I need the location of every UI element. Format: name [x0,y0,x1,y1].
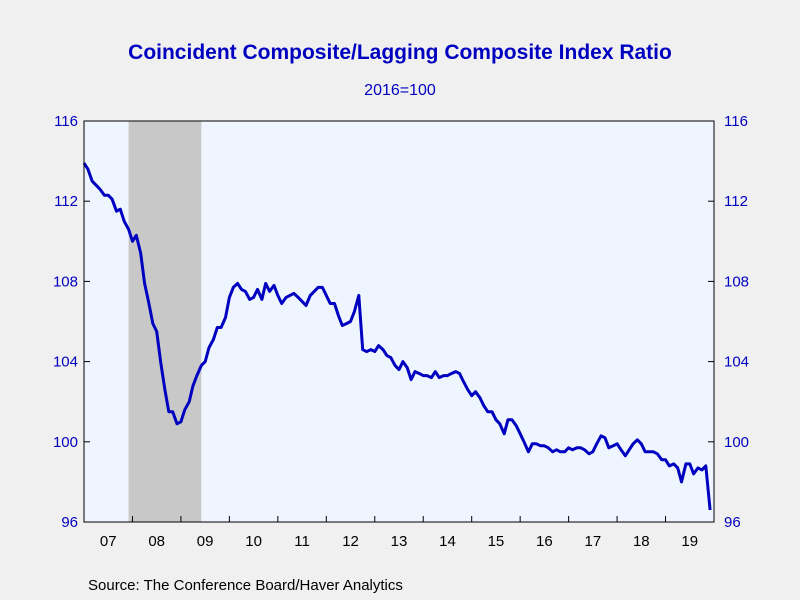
y-tick-label-right: 100 [724,434,749,451]
y-tick-label-right: 104 [724,354,749,371]
series-line [82,162,712,511]
x-tick-label: 10 [245,533,262,550]
chart-title: Coincident Composite/Lagging Composite I… [128,41,672,64]
source-note: Source: The Conference Board/Haver Analy… [88,577,403,594]
x-tick-label: 07 [100,533,117,550]
y-axis-right: 96 100 104 108 112 116 [708,113,749,531]
x-tick-label: 11 [294,533,310,550]
y-tick-label-left: 100 [53,434,78,451]
x-tick-label: 15 [488,533,505,550]
y-tick-label-left: 112 [54,193,78,210]
recession-band [128,121,202,522]
x-tick-label: 09 [197,533,214,550]
y-tick-label-left: 96 [61,514,78,531]
x-tick-label: 13 [391,533,408,550]
y-axis-left: 96 100 104 108 112 116 [53,113,90,531]
y-tick-label-right: 96 [724,514,741,531]
y-tick-label-right: 116 [724,113,748,130]
x-tick-label: 16 [536,533,553,550]
x-tick-label: 08 [148,533,165,550]
x-tick-label: 18 [633,533,650,550]
x-tick-label: 17 [585,533,602,550]
chart-subtitle: 2016=100 [364,82,436,99]
y-tick-label-left: 116 [54,113,78,130]
y-tick-label-right: 112 [724,193,748,210]
plot-frame [83,120,715,523]
y-tick-label-right: 108 [724,273,749,290]
x-tick-label: 14 [439,533,456,550]
x-tick-label: 19 [681,533,698,550]
y-tick-label-left: 108 [53,273,78,290]
x-axis: 07 08 09 10 11 12 13 14 15 16 17 18 19 [83,516,715,550]
x-tick-label: 12 [342,533,359,550]
y-tick-label-left: 104 [53,354,78,371]
